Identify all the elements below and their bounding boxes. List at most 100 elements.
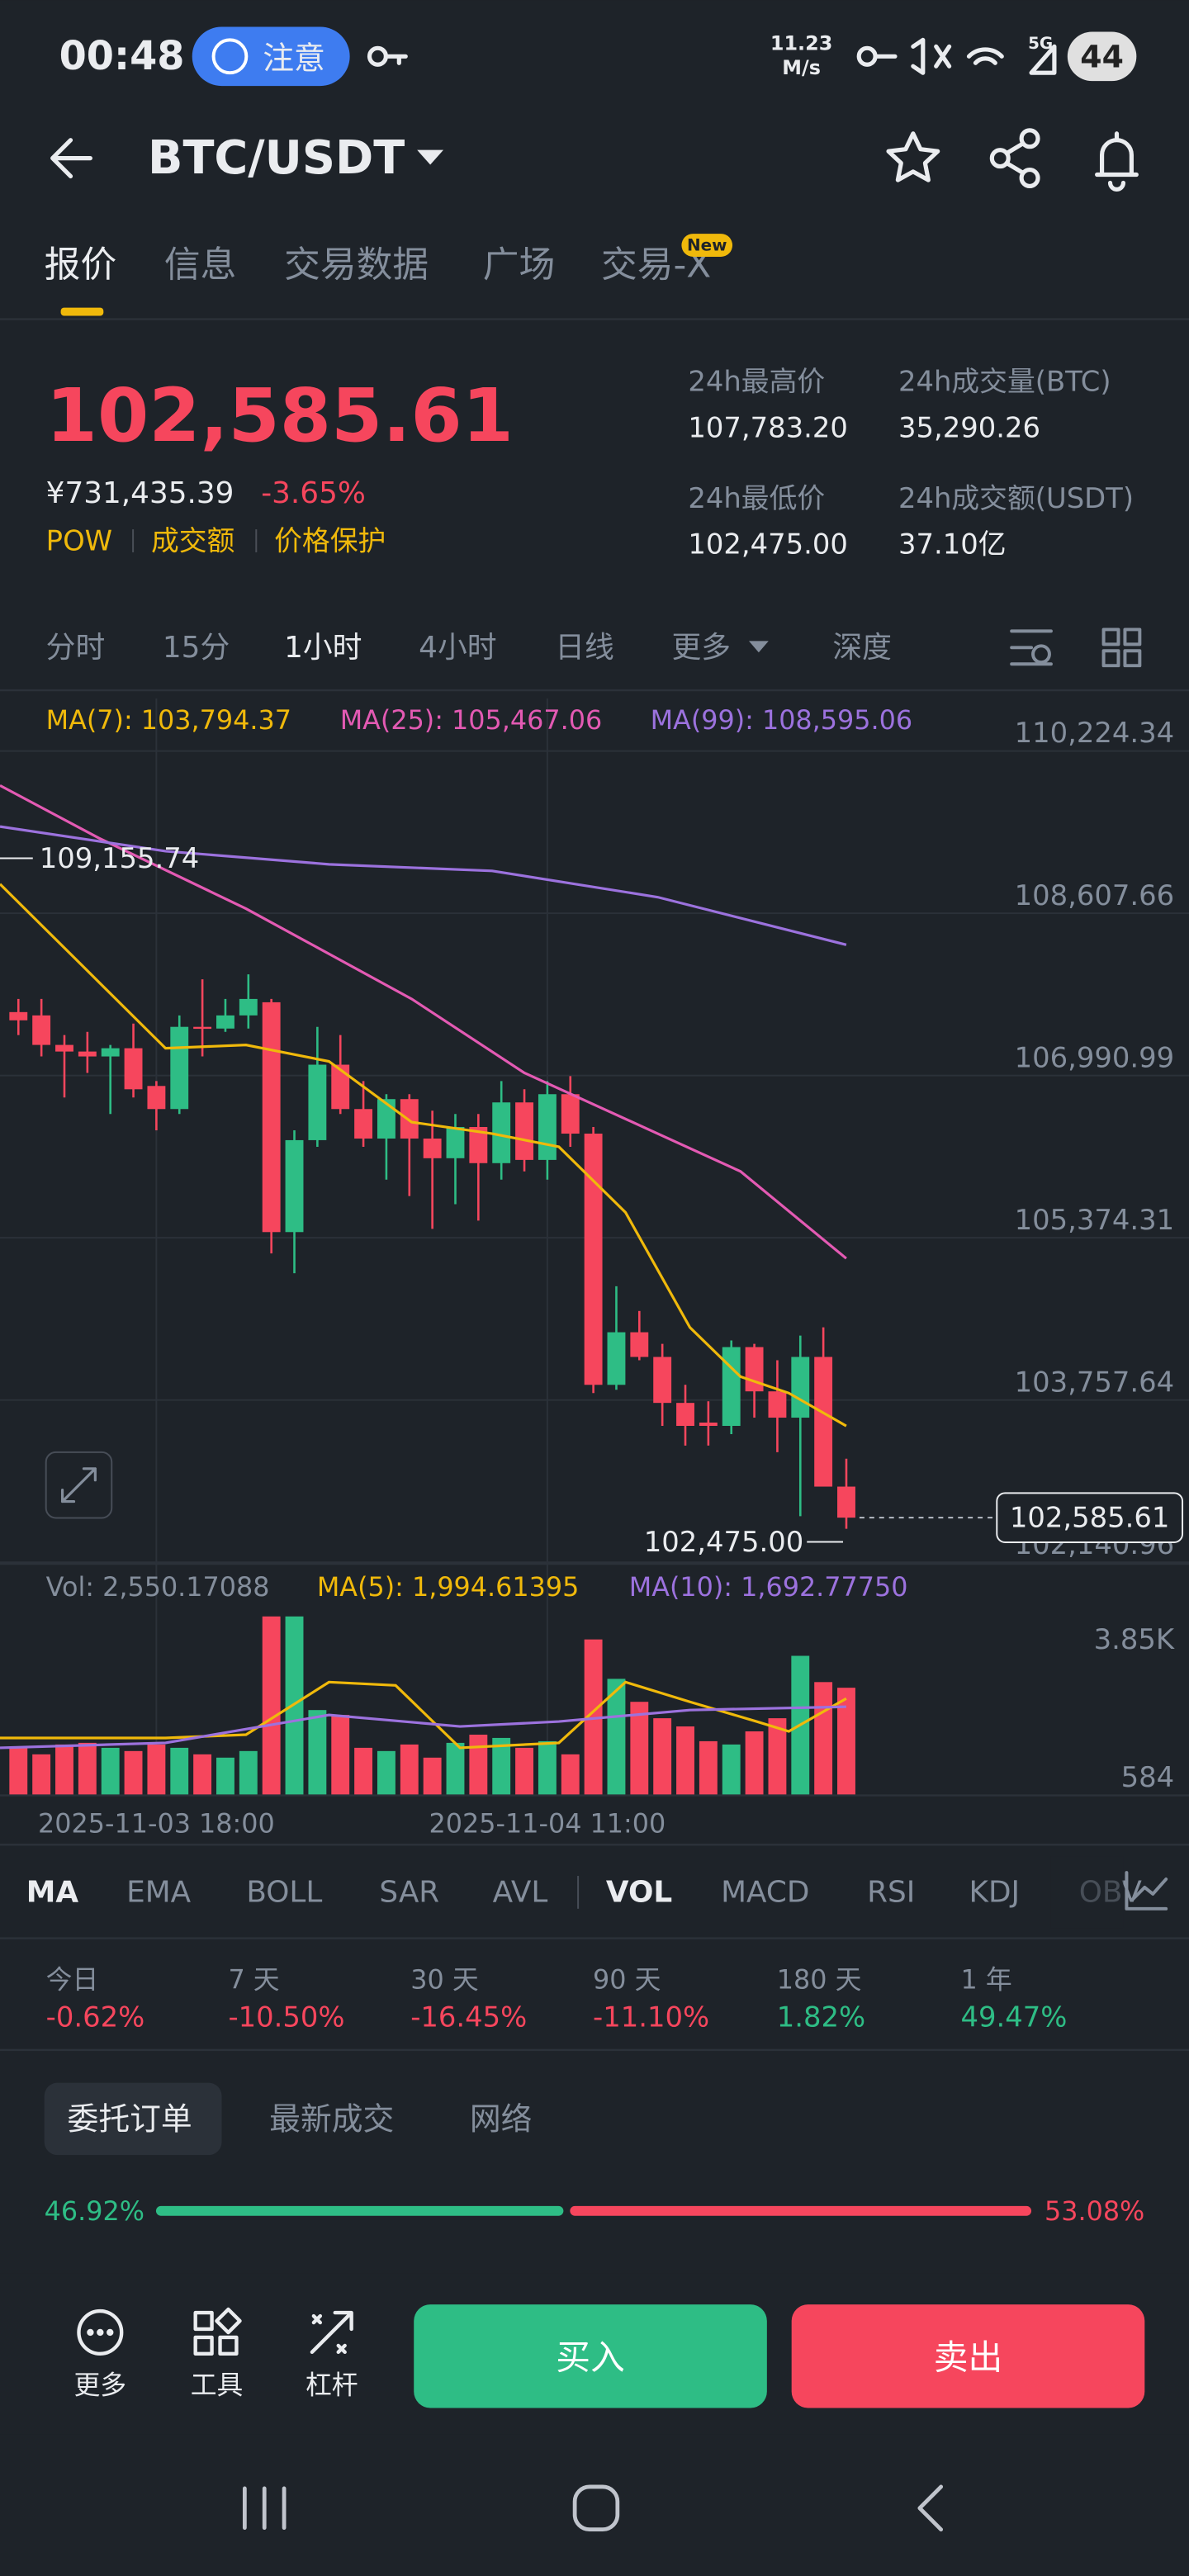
pair-title[interactable]: BTC/USDT xyxy=(148,131,405,185)
badge-icon xyxy=(211,38,249,75)
expand-icon[interactable] xyxy=(60,1467,97,1503)
order-tab-active[interactable] xyxy=(44,2082,222,2156)
interval[interactable]: 1小时 xyxy=(284,631,362,665)
order-tab[interactable]: 网络 xyxy=(470,2100,533,2137)
sell-bar xyxy=(570,2205,1032,2216)
interval[interactable]: 日线 xyxy=(555,631,614,665)
order-tab[interactable]: 委托订单 xyxy=(68,2100,192,2137)
indicator-tab[interactable]: SAR xyxy=(379,1875,439,1909)
tag[interactable]: 成交额 xyxy=(151,525,234,557)
interval[interactable]: 分时 xyxy=(46,631,106,665)
ma-legend: MA(99): 108,595.06 xyxy=(651,704,912,736)
interval[interactable]: 更多 xyxy=(671,631,731,665)
indicator-tab[interactable]: AVL xyxy=(493,1875,548,1909)
ma-legend: MA(7): 103,794.37 xyxy=(46,704,291,736)
battery xyxy=(1067,31,1137,82)
nav-recent[interactable] xyxy=(242,2486,287,2531)
net-speed: 11.23 xyxy=(770,31,832,54)
expand-box[interactable] xyxy=(45,1451,113,1519)
low-label: 102,475.00 xyxy=(644,1526,804,1558)
interval[interactable]: 15分 xyxy=(163,631,230,665)
price-change: -3.65% xyxy=(261,476,366,510)
volume-bar xyxy=(193,1754,212,1796)
candle-body xyxy=(584,1134,603,1385)
layout-button[interactable] xyxy=(1101,627,1142,668)
alert-button[interactable] xyxy=(1095,131,1139,192)
candle-body xyxy=(216,1015,234,1029)
favorite-button[interactable] xyxy=(886,131,940,182)
share-button[interactable] xyxy=(989,128,1040,189)
candle-body xyxy=(722,1347,741,1427)
bottom-label[interactable]: 更多 xyxy=(74,2370,127,2401)
sell-button[interactable] xyxy=(791,2304,1145,2408)
tag[interactable]: POW xyxy=(46,525,112,557)
volume-bar xyxy=(768,1718,787,1796)
period-label: 7 天 xyxy=(228,1963,279,1995)
candle-body xyxy=(9,1011,28,1020)
buy-label[interactable]: 买入 xyxy=(556,2337,624,2377)
stat-label: 24h成交额(USDT) xyxy=(898,482,1134,514)
period-label: 1 年 xyxy=(961,1963,1012,1995)
y-tick-label: 110,224.34 xyxy=(1015,717,1175,749)
bottom-label[interactable]: 杠杆 xyxy=(306,2370,358,2401)
candle-body xyxy=(308,1064,327,1140)
buy-ratio: 46.92% xyxy=(45,2195,144,2227)
tab[interactable]: 广场 xyxy=(483,244,556,286)
tab[interactable]: 报价 xyxy=(45,244,117,286)
candle-body xyxy=(791,1357,810,1418)
candle-body xyxy=(630,1332,649,1357)
nav-home[interactable] xyxy=(572,2484,620,2532)
volume-ma-legend: MA(5): 1,994.61395 xyxy=(317,1571,580,1603)
tag[interactable]: 价格保护 xyxy=(274,525,386,557)
sell-label[interactable]: 卖出 xyxy=(934,2337,1003,2377)
indicator-tab[interactable]: MACD xyxy=(721,1875,809,1909)
y-tick-label: 108,607.66 xyxy=(1015,879,1175,912)
tab[interactable]: 交易数据 xyxy=(284,244,429,286)
indicator-tab[interactable]: VOL xyxy=(606,1875,672,1909)
volume-bar xyxy=(745,1731,764,1796)
more-icon[interactable] xyxy=(77,2308,124,2356)
interval[interactable]: 深度 xyxy=(832,631,892,665)
tab[interactable]: 信息 xyxy=(164,244,237,286)
ratio-bar xyxy=(155,2205,1032,2216)
back-button[interactable] xyxy=(50,138,92,179)
tab-bar: 报价 信息 交易数据 广场 交易-X xyxy=(45,244,712,286)
high-label: 109,155.74 xyxy=(40,842,200,874)
volume-bar xyxy=(308,1710,327,1796)
indicator-tab[interactable]: KDJ xyxy=(969,1875,1020,1909)
stat-label: 24h最高价 xyxy=(688,366,825,398)
cny-price: ¥731,435.39 xyxy=(46,476,234,510)
period-change: 1.82% xyxy=(777,2001,865,2034)
volume-bar xyxy=(492,1737,511,1796)
indicator-tab[interactable]: MA xyxy=(26,1875,79,1909)
indicator-tab[interactable]: RSI xyxy=(867,1875,915,1909)
x-tick-label: 2025-11-03 18:00 xyxy=(38,1807,275,1839)
volume-bar xyxy=(423,1757,442,1796)
candle-body xyxy=(538,1094,557,1160)
indicator-settings[interactable] xyxy=(1125,1871,1168,1911)
buy-button[interactable] xyxy=(414,2304,767,2408)
network-type: 5G xyxy=(1028,34,1053,53)
period-label: 30 天 xyxy=(410,1963,478,1995)
period-label: 今日 xyxy=(46,1963,99,1995)
interval[interactable]: 4小时 xyxy=(419,631,496,665)
candle-body xyxy=(170,1026,189,1110)
candle-body xyxy=(814,1357,833,1487)
chart-settings[interactable] xyxy=(1010,629,1053,666)
bottom-label[interactable]: 工具 xyxy=(191,2370,244,2401)
indicator-tab[interactable]: BOLL xyxy=(246,1875,322,1909)
pair-dropdown[interactable] xyxy=(417,149,444,165)
order-tab[interactable]: 最新成交 xyxy=(269,2100,394,2137)
volume-bar xyxy=(607,1679,626,1796)
indicator-tab[interactable]: EMA xyxy=(126,1875,192,1909)
leverage-icon[interactable] xyxy=(310,2310,353,2355)
more-dropdown[interactable] xyxy=(748,641,769,653)
volume-bar xyxy=(377,1750,396,1796)
tools-icon[interactable] xyxy=(193,2307,242,2356)
nav-back[interactable] xyxy=(917,2484,944,2532)
candle-body xyxy=(239,998,258,1016)
period-change: -16.45% xyxy=(410,2001,527,2034)
candle-body xyxy=(837,1486,855,1518)
period-change: -11.10% xyxy=(593,2001,709,2034)
